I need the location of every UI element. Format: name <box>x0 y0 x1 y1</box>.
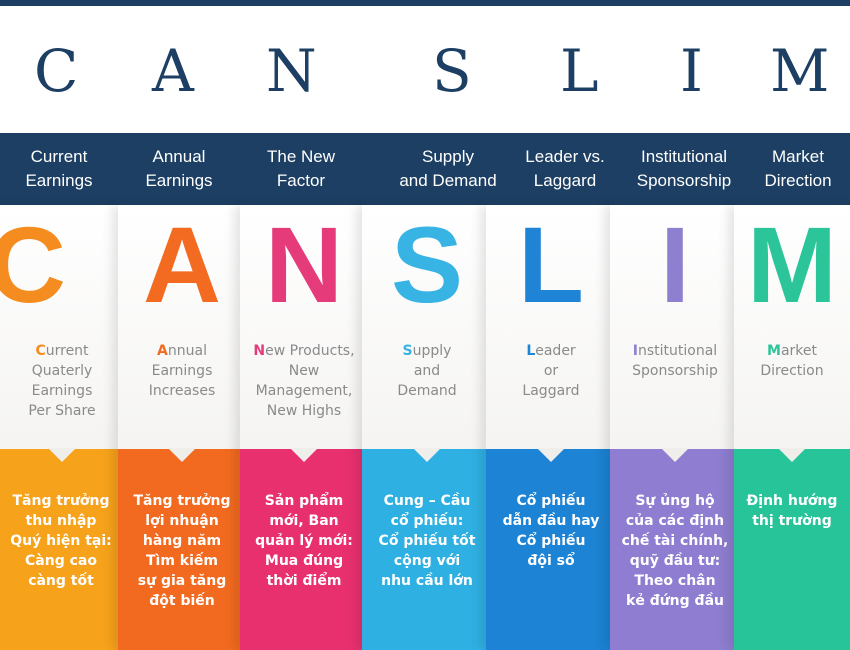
desc-a: Annual Earnings Increases <box>118 341 246 401</box>
desc-text-n: ew Products, New Management, New Highs <box>255 343 355 419</box>
panel-n: Sản phẩm mới, Ban quản lý mới: Mua đúng … <box>240 448 368 650</box>
big-letter-l: L <box>518 205 584 325</box>
desc-text-i: nstitutional Sponsorship <box>632 343 718 379</box>
desc-initial-l: L <box>526 343 536 359</box>
header-current-earnings: Current Earnings <box>25 147 93 190</box>
desc-text-c: urrent Quaterly Earnings Per Share <box>28 343 96 419</box>
column-i: I Institutional Sponsorship Sự ủng hộ củ… <box>610 205 740 650</box>
desc-l: Leader or Laggard <box>486 341 616 401</box>
viet-text-l: Cổ phiếu dẫn đầu hay Cổ phiếu đội sổ <box>502 493 600 569</box>
viet-text-n: Sản phẩm mới, Ban quản lý mới: Mua đúng … <box>255 493 353 589</box>
title-letter-m: M <box>770 37 830 105</box>
header-annual-earnings: Annual Earnings <box>145 147 213 190</box>
big-letter-m: M <box>747 205 837 325</box>
column-c: C Current Quaterly Earnings Per Share Tă… <box>0 205 124 650</box>
header-row: Current Earnings Annual Earnings The New… <box>0 133 850 205</box>
panel-m: Định hướng thị trường <box>734 448 850 650</box>
header-market-direction: Market Direction <box>764 147 832 190</box>
big-letter-a: A <box>143 205 221 325</box>
desc-n: New Products, New Management, New Highs <box>240 341 368 421</box>
title-letter-l: L <box>560 37 599 105</box>
desc-initial-c: C <box>35 343 46 359</box>
title-letter-a: A <box>152 37 194 105</box>
notch-n <box>290 448 318 462</box>
desc-c: Current Quaterly Earnings Per Share <box>0 341 124 421</box>
notch-m <box>778 448 806 462</box>
desc-text-s: upply and Demand <box>397 343 457 399</box>
panel-a: Tăng trưởng lợi nhuận hàng năm Tìm kiếm … <box>118 448 246 650</box>
viet-text-c: Tăng trưởng thu nhập Quý hiện tại: Càng … <box>10 493 112 589</box>
header-institutional: Institutional Sponsorship <box>636 147 732 190</box>
title-banner: C A N S L I M <box>0 0 850 133</box>
big-letter-s: S <box>390 205 464 325</box>
notch-l <box>537 448 565 462</box>
desc-initial-a: A <box>157 343 168 359</box>
desc-initial-m: M <box>767 343 781 359</box>
panel-s: Cung – Cầu cổ phiếu: Cổ phiếu tốt cộng v… <box>362 448 492 650</box>
big-letter-n: N <box>265 205 343 325</box>
title-letter-s: S <box>432 37 472 105</box>
notch-a <box>168 448 196 462</box>
desc-m: Market Direction <box>734 341 850 381</box>
notch-s <box>413 448 441 462</box>
column-l: L Leader or Laggard Cổ phiếu dẫn đầu hay… <box>486 205 616 650</box>
panel-i: Sự ủng hộ của các định chế tài chính, qu… <box>610 448 740 650</box>
title-letter-c: C <box>34 37 79 105</box>
viet-text-a: Tăng trưởng lợi nhuận hàng năm Tìm kiếm … <box>133 493 231 609</box>
panel-c: Tăng trưởng thu nhập Quý hiện tại: Càng … <box>0 448 124 650</box>
notch-i <box>661 448 689 462</box>
viet-text-m: Định hướng thị trường <box>746 493 838 529</box>
desc-text-m: arket Direction <box>760 343 824 379</box>
column-s: S Supply and Demand Cung – Cầu cổ phiếu:… <box>362 205 492 650</box>
viet-text-s: Cung – Cầu cổ phiếu: Cổ phiếu tốt cộng v… <box>378 493 476 589</box>
panel-l: Cổ phiếu dẫn đầu hay Cổ phiếu đội sổ <box>486 448 616 650</box>
column-m: M Market Direction Định hướng thị trường <box>734 205 850 650</box>
column-n: N New Products, New Management, New High… <box>240 205 368 650</box>
header-supply-demand: Supply and Demand <box>399 147 497 190</box>
desc-initial-s: S <box>402 343 413 359</box>
header-leader-laggard: Leader vs. Laggard <box>525 147 605 190</box>
desc-initial-n: N <box>253 343 266 359</box>
viet-text-i: Sự ủng hộ của các định chế tài chính, qu… <box>621 493 729 609</box>
desc-text-l: eader or Laggard <box>522 343 580 399</box>
canslim-columns: C Current Quaterly Earnings Per Share Tă… <box>0 205 850 650</box>
header-new-factor: The New Factor <box>266 147 336 190</box>
desc-text-a: nnual Earnings Increases <box>148 343 216 399</box>
title-letter-i: I <box>680 37 703 105</box>
desc-s: Supply and Demand <box>362 341 492 401</box>
desc-initial-i: I <box>632 343 638 359</box>
big-letter-c: C <box>0 205 66 325</box>
title-letter-n: N <box>266 37 317 105</box>
notch-c <box>48 448 76 462</box>
column-a: A Annual Earnings Increases Tăng trưởng … <box>118 205 246 650</box>
desc-i: Institutional Sponsorship <box>610 341 740 381</box>
big-letter-i: I <box>659 205 690 325</box>
